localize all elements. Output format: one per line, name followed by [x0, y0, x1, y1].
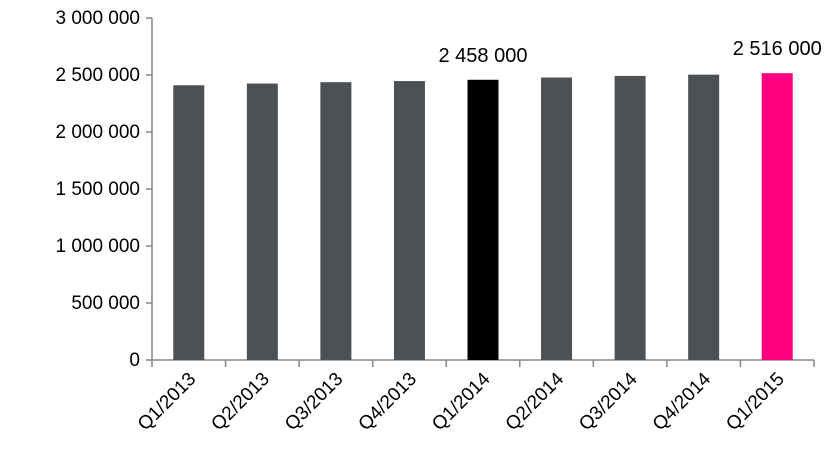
y-tick-label: 500 000 — [71, 293, 140, 314]
x-category-label: Q4/2013 — [355, 369, 421, 435]
bar — [173, 85, 205, 360]
bar — [393, 81, 425, 361]
x-category-label: Q1/2014 — [428, 368, 495, 435]
x-category-label: Q2/2014 — [502, 368, 569, 435]
y-tick-label: 1 500 000 — [55, 179, 140, 200]
data-labels: 2 458 000 2 516 000 — [439, 38, 822, 67]
y-axis: 0 500 000 1 000 000 1 500 000 2 000 000 2 500… — [55, 8, 153, 371]
bar — [688, 74, 720, 361]
data-label: 2 458 000 — [439, 45, 528, 67]
bar — [467, 79, 499, 361]
x-category-label: Q1/2015 — [722, 369, 788, 435]
y-tick-label: 2 500 000 — [55, 65, 140, 86]
x-category-label: Q3/2013 — [281, 369, 347, 435]
bar — [614, 75, 646, 361]
x-category-label: Q3/2014 — [575, 368, 642, 435]
x-axis: Q1/2013 Q2/2013 Q3/2013 Q4/2013 Q1/2014 Q2/20… — [134, 359, 815, 435]
x-category-label: Q2/2013 — [207, 369, 273, 435]
x-category-label: Q4/2014 — [649, 368, 716, 435]
bar — [541, 77, 573, 361]
bar — [246, 83, 278, 361]
bar — [320, 82, 352, 360]
bar — [761, 73, 793, 361]
y-tick-label: 3 000 000 — [55, 8, 140, 29]
y-tick-label: 2 000 000 — [55, 122, 140, 143]
y-tick-label: 0 — [129, 350, 140, 371]
x-category-label: Q1/2013 — [134, 369, 200, 435]
y-tick-label: 1 000 000 — [55, 236, 140, 257]
bars — [173, 73, 793, 361]
data-label: 2 516 000 — [733, 38, 822, 60]
